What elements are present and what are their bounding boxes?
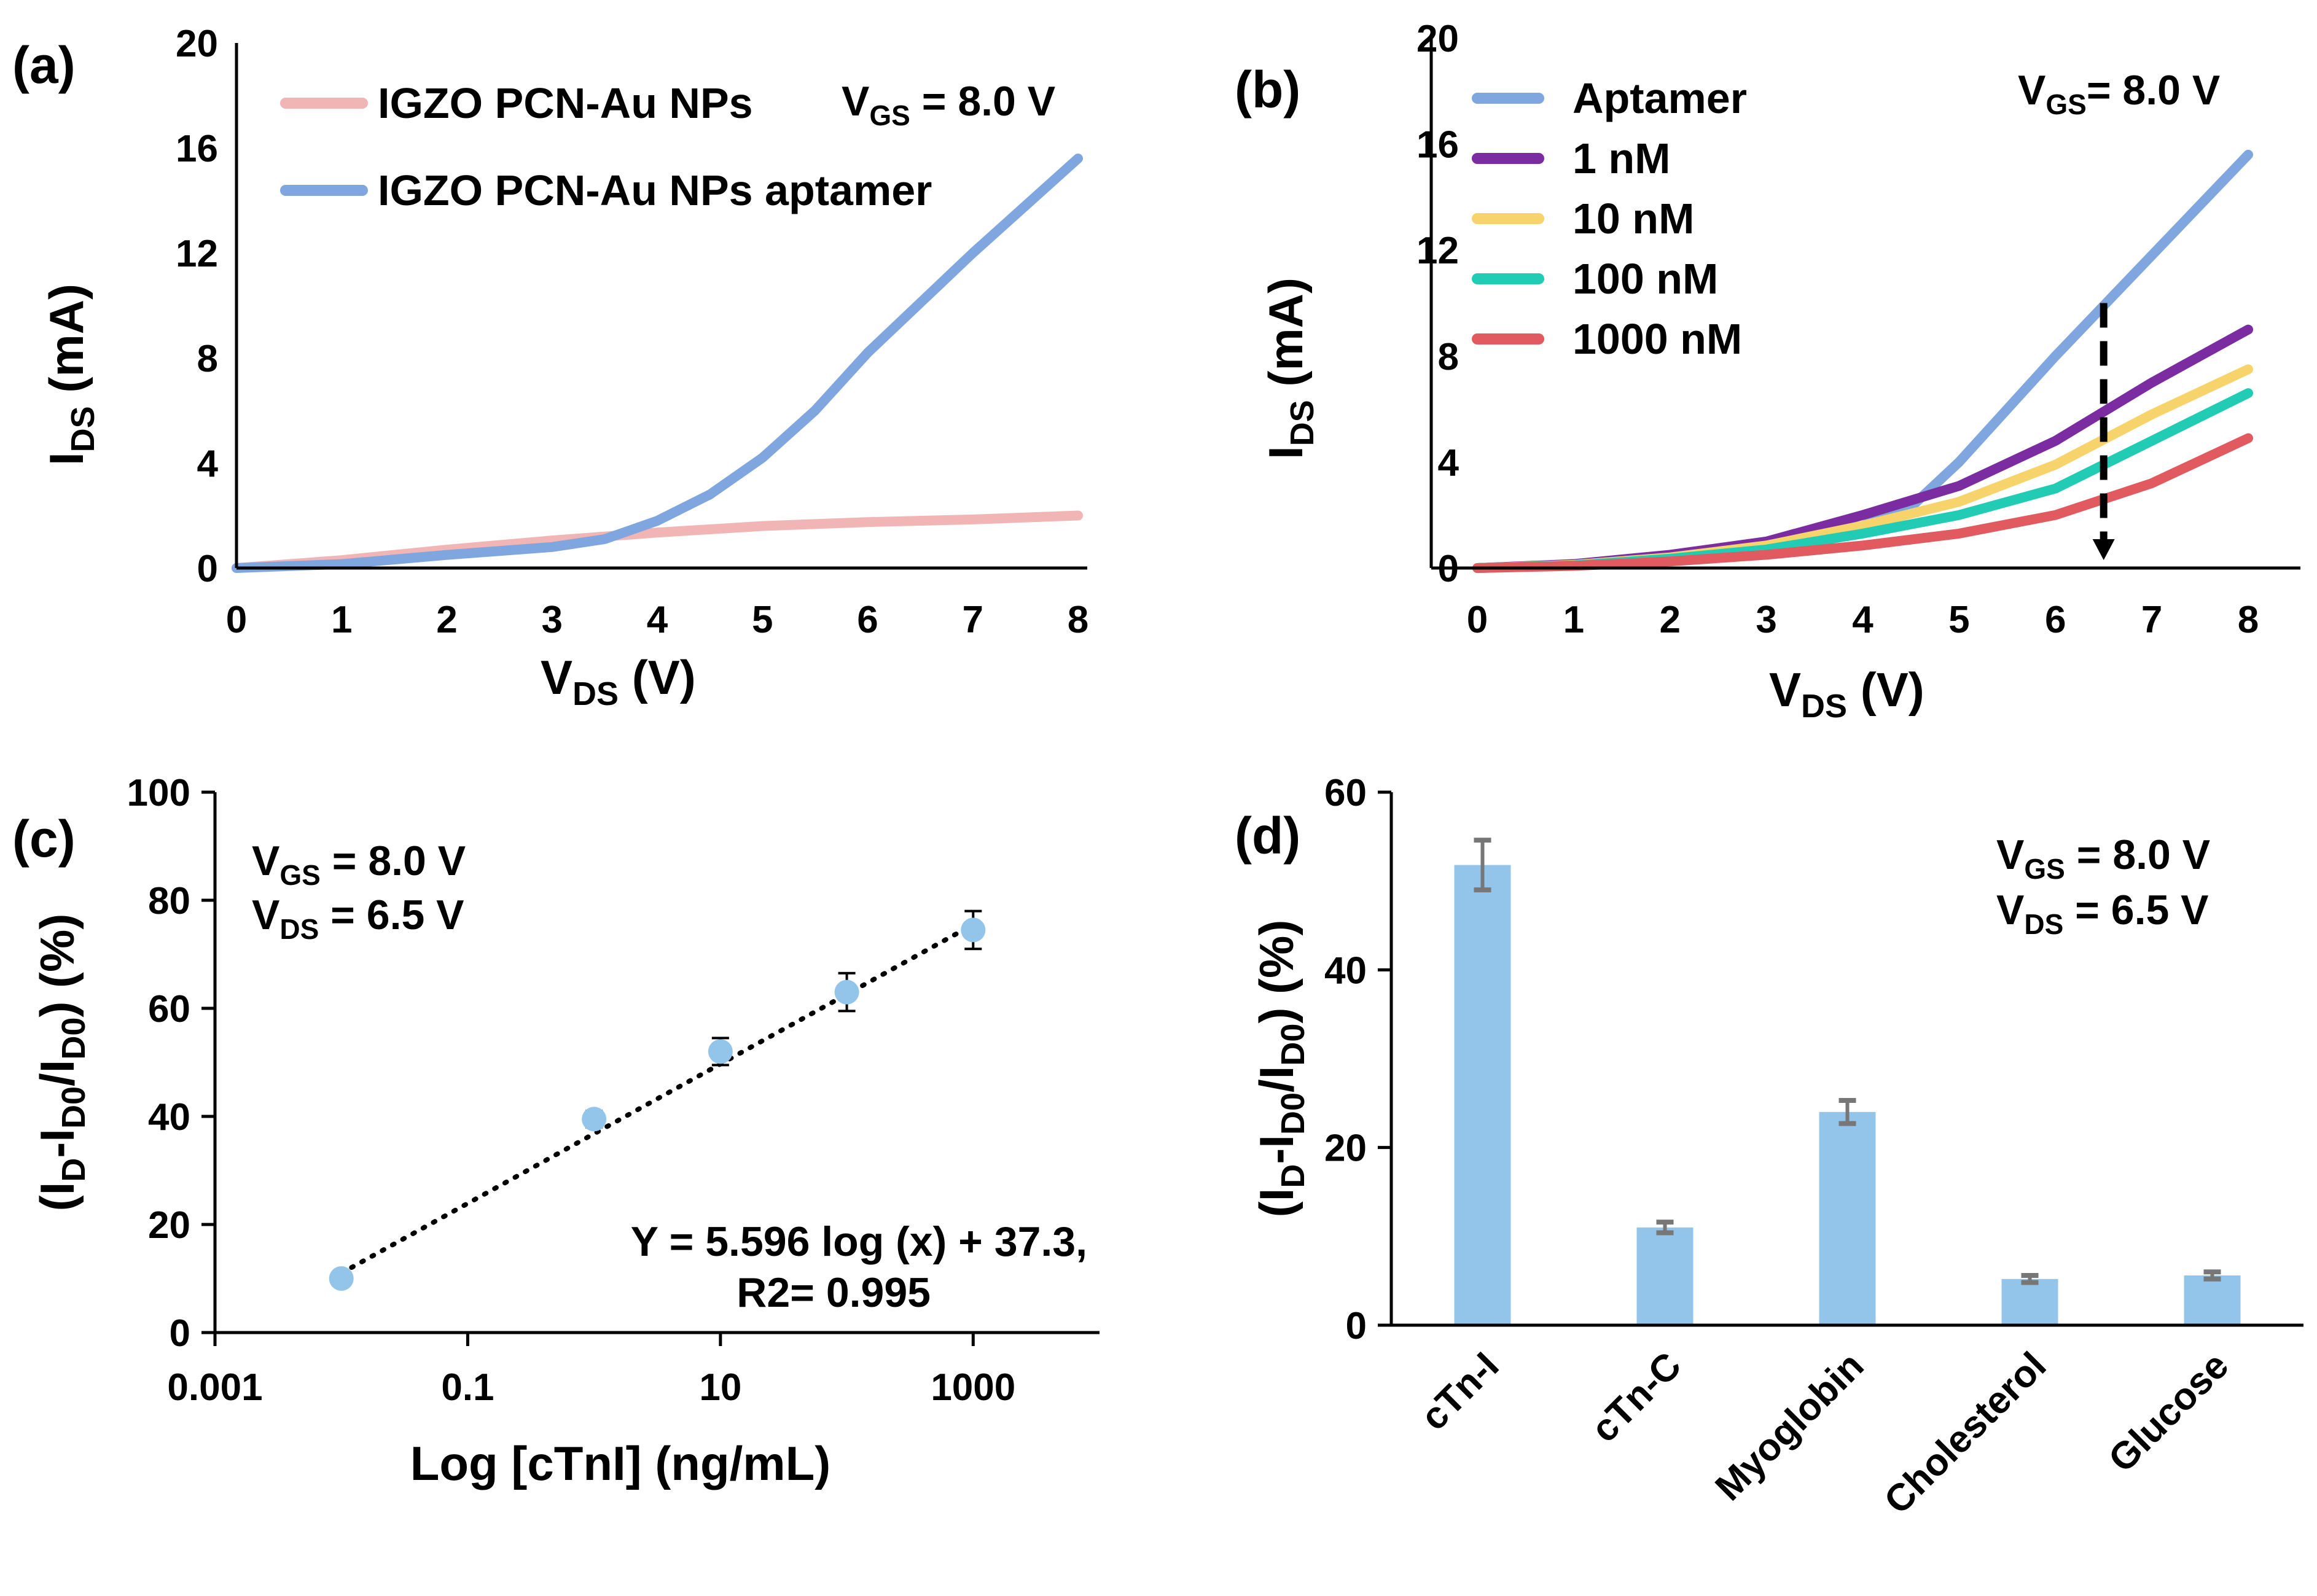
category-label-myoglobin: Myoglobin [1707,1344,1872,1509]
legend-label-10-nm: 10 nM [1573,195,1694,243]
bar-cholesterol [2001,1279,2058,1325]
x-tick-label: 0 [1467,599,1488,641]
y-tick-label: 16 [1416,124,1459,166]
panel-c-vgs-annotation: VGS = 8.0 V [252,838,466,891]
x-tick-label: 4 [647,599,668,641]
panel-c-y-label: (ID-ID0/ID0) (%) [30,914,92,1212]
panel-c-fit-equation: Y = 5.596 log (x) + 37.3, [631,1218,1087,1265]
bar-myoglobin [1819,1111,1876,1325]
panel-d-label: (d) [1235,807,1300,865]
y-tick-label: 60 [1324,772,1367,814]
y-tick-label: 40 [1324,949,1367,992]
y-tick-label: 8 [1438,336,1459,378]
y-tick-label: 12 [1416,230,1459,272]
panel-d-vds-annotation: VDS = 6.5 V [1996,887,2209,940]
x-tick-label: 7 [2141,599,2162,641]
y-tick-label: 20 [1416,18,1459,60]
data-point [961,917,986,943]
x-tick-label: 2 [436,599,457,641]
legend-label-1000-nm: 1000 nM [1573,315,1742,363]
y-tick-label: 20 [1324,1127,1367,1170]
panel-a-vgs-annotation: VGS = 8.0 V [842,78,1055,131]
legend-label-100-nm: 100 nM [1573,255,1718,303]
panel-b-x-label: VDS (V) [1769,663,1924,725]
x-tick-label: 6 [2045,599,2066,641]
y-tick-label: 4 [197,443,219,485]
legend-label-1-nm: 1 nM [1573,134,1670,182]
panel-c: (c) 0.001 0.1 10 1000 0 20 40 60 80 100 VGS = 8.0… [12,772,1100,1490]
bar-ctn-c [1636,1227,1694,1325]
bar-glucose [2184,1275,2241,1325]
x-tick-label: 0.1 [441,1366,494,1409]
x-tick-label: 8 [2238,599,2259,641]
x-tick-label: 0 [226,599,247,641]
x-tick-label: 1 [331,599,352,641]
panel-c-vds-annotation: VDS = 6.5 V [252,892,464,945]
panel-d-vgs-annotation: VGS = 8.0 V [1996,831,2210,885]
series-line-1000-nm [1472,433,2253,573]
y-tick-label: 8 [197,338,218,380]
panel-a-label: (a) [12,36,76,94]
x-tick-label: 7 [963,599,983,641]
x-tick-label: 6 [857,599,878,641]
panel-b-y-label: IDS (mA) [1259,278,1321,459]
x-tick-label: 4 [1852,599,1874,641]
panel-b-trend-arrow-head [2092,539,2115,561]
panel-c-x-label: Log [cTnI] (ng/mL) [410,1436,830,1490]
y-tick-label: 60 [148,988,190,1030]
x-tick-label: 3 [1756,599,1776,641]
legend-label-igzo-pcn-au-nps-aptamer: IGZO PCN-Au NPs aptamer [378,166,932,214]
legend-label-aptamer: Aptamer [1573,74,1747,122]
y-tick-label: 0 [197,548,218,590]
category-label-ctn-i: cTn-I [1413,1344,1507,1439]
data-point [834,979,859,1005]
panel-d-y-label: (ID-ID0/ID0) (%) [1249,920,1311,1218]
category-label-ctn-c: cTn-C [1583,1344,1689,1450]
y-tick-label: 80 [148,880,190,922]
category-label-cholesterol: Cholesterol [1876,1344,2054,1522]
data-point [329,1266,354,1291]
panel-c-label: (c) [12,810,76,868]
panel-d: (d) 0 20 40 60 cTn-I cTn-C Myoglobin Cholestero… [1235,772,2303,1522]
x-tick-label: 1000 [931,1366,1015,1409]
x-tick-label: 5 [1948,599,1969,641]
series-line-igzo-pcn-au-nps-aptamer [232,154,1083,573]
data-point [582,1107,607,1132]
x-tick-label: 8 [1068,599,1088,641]
x-tick-label: 3 [542,599,563,641]
x-tick-label: 2 [1660,599,1681,641]
y-tick-label: 12 [176,233,218,275]
y-tick-label: 20 [148,1204,190,1247]
y-tick-label: 4 [1438,442,1459,484]
x-tick-label: 10 [699,1366,741,1409]
y-tick-label: 0 [1346,1305,1367,1347]
legend-label-igzo-pcn-au-nps: IGZO PCN-Au NPs [378,79,753,127]
bar-ctn-i [1454,865,1511,1325]
panel-a-y-label: IDS (mA) [39,284,101,465]
panel-b-label: (b) [1235,61,1300,119]
x-tick-label: 1 [1563,599,1584,641]
y-tick-label: 16 [176,128,218,170]
y-tick-label: 0 [1438,548,1459,590]
panel-b-vgs-annotation: VGS= 8.0 V [2018,67,2220,120]
data-point [708,1039,733,1064]
panel-c-fit-r2: R2= 0.995 [737,1269,931,1316]
panel-a-x-label: VDS (V) [541,650,696,712]
x-tick-label: 5 [752,599,773,641]
y-tick-label: 40 [148,1096,190,1139]
y-tick-label: 100 [127,772,190,814]
category-label-glucose: Glucose [2101,1344,2237,1481]
x-tick-label: 0.001 [167,1366,262,1409]
y-tick-label: 0 [170,1312,190,1355]
panel-c-fit-line [338,922,976,1276]
y-tick-label: 20 [176,23,218,65]
